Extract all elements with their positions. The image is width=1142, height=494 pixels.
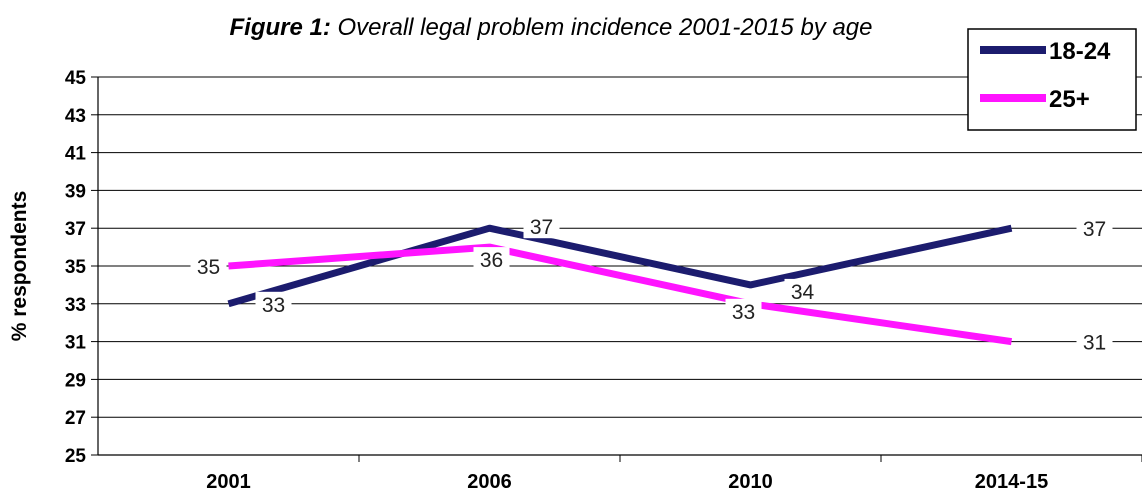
data-label-text: 37 xyxy=(530,216,553,239)
data-label: 34 xyxy=(784,278,821,304)
x-tick-labels: 2001 2006 2010 2014-15 xyxy=(206,471,1048,493)
data-label: 37 xyxy=(523,214,560,239)
data-label: 37 xyxy=(1076,216,1113,241)
axes xyxy=(97,77,1142,462)
y-tick-label: 29 xyxy=(65,370,86,391)
data-label-text: 36 xyxy=(480,249,503,272)
data-label-text: 34 xyxy=(791,281,815,304)
data-label-box xyxy=(784,278,821,303)
series-line-18-24 xyxy=(227,224,1013,308)
data-label-box xyxy=(1076,216,1113,241)
data-label: 33 xyxy=(255,291,292,317)
x-tick-label: 2001 xyxy=(206,471,251,493)
data-label: 31 xyxy=(1076,329,1113,355)
data-label-box xyxy=(190,254,227,278)
data-label-box xyxy=(523,214,560,239)
y-tick-label: 39 xyxy=(65,181,86,202)
data-labels: 33 37 34 37 35 36 33 31 xyxy=(190,214,1113,355)
y-tick-label: 45 xyxy=(65,68,87,89)
data-label-text: 31 xyxy=(1083,332,1106,355)
x-tick-label: 2006 xyxy=(467,471,512,493)
x-tick-label: 2014-15 xyxy=(975,471,1048,493)
y-tick-labels: 25 27 29 31 33 35 37 39 41 43 45 xyxy=(65,68,87,467)
legend: 18-24 25+ xyxy=(967,28,1137,131)
data-label-text: 33 xyxy=(732,301,755,324)
data-label-text: 33 xyxy=(262,294,285,317)
data-label-text: 35 xyxy=(197,256,220,279)
series-lines xyxy=(227,224,1013,346)
legend-label: 25+ xyxy=(1049,86,1090,113)
x-tick-label: 2010 xyxy=(728,471,773,493)
data-label: 33 xyxy=(725,298,762,324)
y-tick-label: 43 xyxy=(65,106,86,127)
y-axis-label: % respondents xyxy=(8,191,31,342)
data-label-text: 37 xyxy=(1083,218,1106,241)
gridlines xyxy=(91,76,1142,456)
data-label-box xyxy=(725,298,762,323)
data-label: 35 xyxy=(190,254,227,279)
y-tick-label: 31 xyxy=(65,333,87,354)
series-line-25+ xyxy=(228,243,1013,346)
y-tick-label: 35 xyxy=(65,257,87,278)
legend-label: 18-24 xyxy=(1049,38,1111,65)
y-tick-label: 41 xyxy=(65,144,87,165)
y-tick-label: 33 xyxy=(65,295,86,316)
y-tick-label: 27 xyxy=(65,408,86,429)
data-label: 36 xyxy=(473,247,510,272)
data-label-box xyxy=(473,247,510,272)
chart-title: Figure 1: Overall legal problem incidenc… xyxy=(0,14,1142,42)
data-label-box xyxy=(1076,329,1113,354)
chart-title-prefix: Figure 1: xyxy=(229,14,331,41)
y-tick-label: 25 xyxy=(65,446,87,467)
legend-box xyxy=(967,28,1137,131)
data-label-box xyxy=(255,291,292,316)
y-tick-label: 37 xyxy=(65,219,86,240)
chart-title-text: Overall legal problem incidence 2001-201… xyxy=(330,14,873,41)
